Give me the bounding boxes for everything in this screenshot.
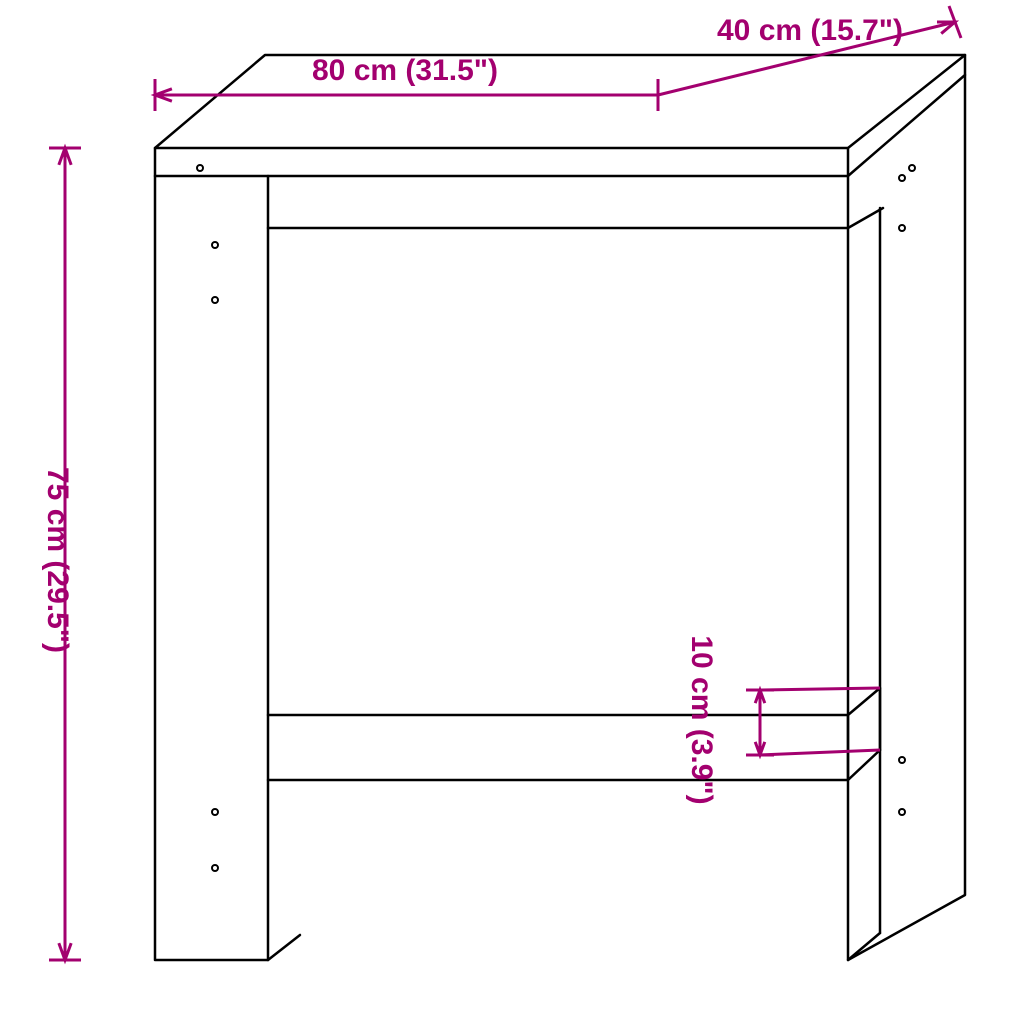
height-label: 75 cm (29.5") (41, 467, 74, 653)
rail-label: 10 cm (3.9") (685, 635, 718, 804)
drill-holes (197, 165, 915, 871)
dimension-diagram: 80 cm (31.5") 40 cm (15.7") 75 cm (29.5"… (0, 0, 1024, 1024)
desk-outline (155, 55, 965, 960)
depth-label: 40 cm (15.7") (717, 14, 903, 47)
width-label: 80 cm (31.5") (312, 54, 498, 87)
